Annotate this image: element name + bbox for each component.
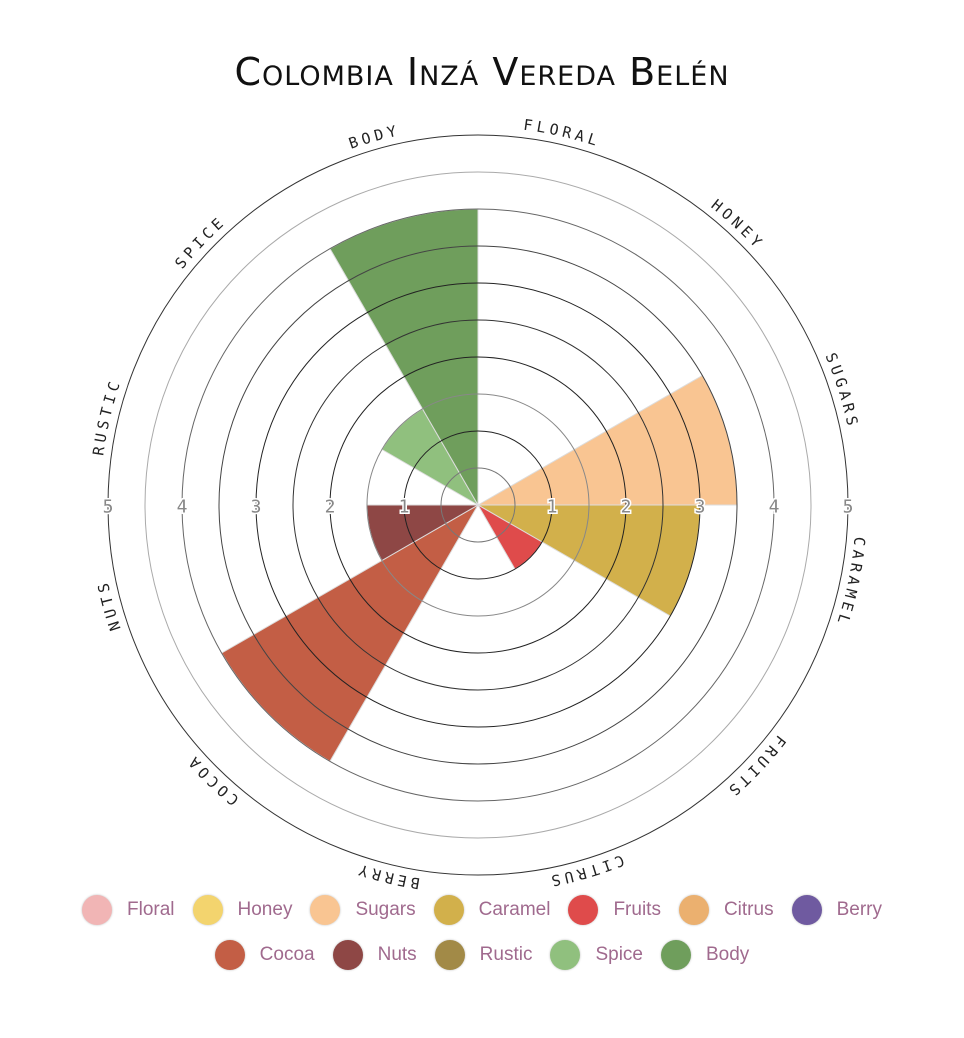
legend-item-floral[interactable]: Floral (82, 895, 175, 925)
legend-label: Spice (595, 944, 643, 965)
sector-sugars[interactable] (476, 374, 738, 506)
chart-title: Colombia Inzá Vereda Belén (234, 50, 730, 94)
legend-label: Sugars (355, 899, 416, 920)
label-rustic: RUSTIC (89, 376, 121, 457)
tick-left-3: 3 (251, 497, 262, 518)
label-floral: FLORAL (522, 116, 599, 151)
tick-left-1: 1 (399, 497, 410, 518)
label-fruits: FRUITS (722, 732, 785, 802)
tick-left-5: 5 (103, 497, 114, 518)
body-swatch-icon (661, 940, 691, 970)
label-sugars: SUGARS (822, 350, 859, 431)
sugars-swatch-icon (310, 895, 341, 925)
legend-label: Fruits (613, 899, 661, 920)
svg-text:BERRY: BERRY (353, 859, 421, 892)
legend-label: Honey (237, 899, 293, 920)
legend-item-berry[interactable]: Berry (791, 895, 882, 925)
label-cocoa: COCOA (182, 751, 238, 810)
legend-label: Caramel (478, 899, 551, 920)
caramel-swatch-icon (433, 895, 464, 925)
spice-swatch-icon (550, 940, 581, 970)
legend-label: Body (706, 944, 750, 965)
legend-item-honey[interactable]: Honey (192, 895, 293, 925)
legend-label: Citrus (723, 899, 774, 920)
legend-item-nuts[interactable]: Nuts (332, 940, 417, 970)
tick-left-2: 2 (325, 497, 336, 518)
radial-ticks: 1 2 3 4 5 1 2 3 4 5 (101, 495, 855, 519)
tick-right-4: 4 (769, 497, 780, 518)
honey-swatch-icon (192, 895, 223, 925)
label-honey: HONEY (708, 196, 764, 254)
rustic-swatch-icon (434, 940, 465, 970)
legend-item-sugars[interactable]: Sugars (310, 895, 416, 925)
legend-label: Berry (836, 899, 882, 920)
svg-text:COCOA: COCOA (182, 751, 242, 810)
berry-swatch-icon (791, 895, 822, 925)
fruits-swatch-icon (568, 895, 599, 925)
svg-text:CITRUS: CITRUS (546, 851, 627, 891)
svg-text:SUGARS: SUGARS (822, 350, 863, 431)
label-body: BODY (346, 121, 397, 153)
svg-text:HONEY: HONEY (708, 196, 768, 254)
tick-right-2: 2 (621, 497, 632, 518)
svg-text:FLORAL: FLORAL (522, 116, 603, 151)
legend-label: Rustic (479, 944, 533, 965)
svg-text:SPICE: SPICE (171, 212, 229, 272)
tick-left-4: 4 (177, 497, 188, 518)
label-spice: SPICE (171, 212, 225, 272)
legend-label: Nuts (377, 944, 417, 965)
svg-text:BODY: BODY (346, 121, 401, 153)
legend-item-body[interactable]: Body (661, 940, 749, 970)
legend-item-cocoa[interactable]: Cocoa (214, 940, 315, 970)
cocoa-swatch-icon (214, 940, 245, 970)
label-citrus: CITRUS (546, 851, 623, 891)
label-caramel: CARAMEL (833, 536, 865, 630)
legend-item-citrus[interactable]: Citrus (678, 895, 774, 925)
svg-text:RUSTIC: RUSTIC (89, 376, 125, 457)
floral-swatch-icon (82, 895, 112, 925)
legend-item-rustic[interactable]: Rustic (434, 940, 533, 970)
label-nuts: NUTS (93, 578, 120, 633)
citrus-swatch-icon (678, 895, 709, 925)
legend-row-2: Cocoa Nuts Rustic Spice Body (0, 940, 964, 970)
legend-row-1: Floral Honey Sugars Caramel Fruits Citru… (0, 895, 964, 925)
grid-rings (107, 134, 849, 876)
legend-item-spice[interactable]: Spice (550, 940, 643, 970)
svg-text:CARAMEL: CARAMEL (833, 536, 869, 630)
legend-item-caramel[interactable]: Caramel (433, 895, 551, 925)
legend-item-fruits[interactable]: Fruits (568, 895, 661, 925)
svg-text:FRUITS: FRUITS (722, 732, 789, 802)
legend-label: Floral (127, 899, 175, 920)
label-berry: BERRY (353, 859, 417, 892)
sectors (221, 208, 738, 762)
tick-right-3: 3 (695, 497, 706, 518)
tick-right-5: 5 (843, 497, 854, 518)
legend-label: Cocoa (259, 944, 315, 965)
sector-cocoa[interactable] (221, 503, 480, 762)
nuts-swatch-icon (332, 940, 363, 970)
svg-text:NUTS: NUTS (93, 578, 124, 633)
tick-right-1: 1 (547, 497, 558, 518)
